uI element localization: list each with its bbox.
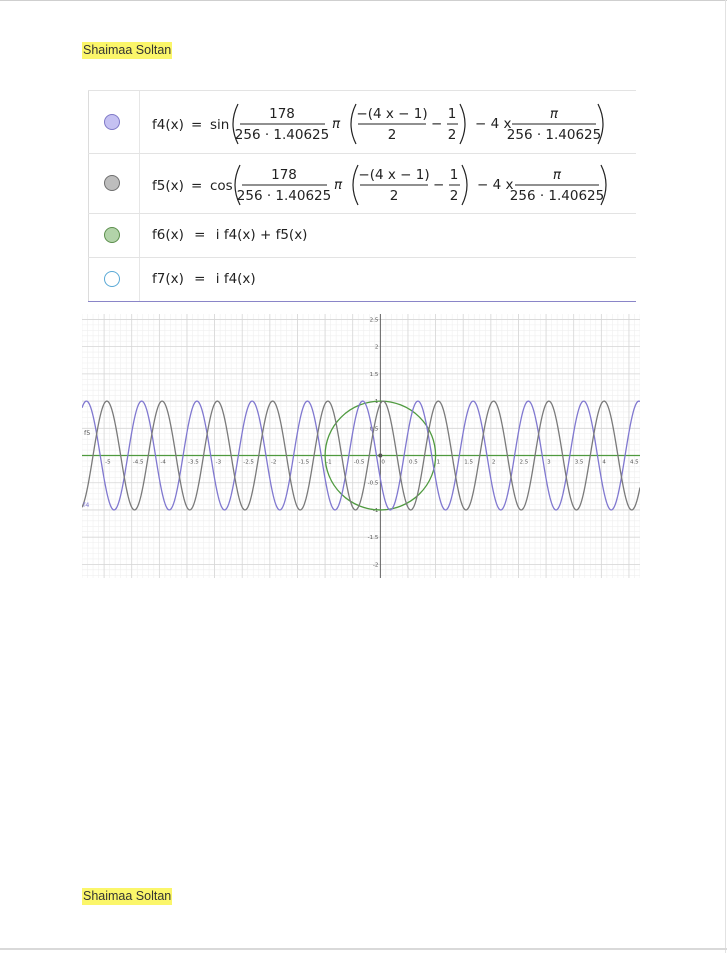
formula-f4-inner-den: 2 (388, 127, 397, 143)
formula-f5: f5(x) = cos 178 256 · 1.40625 π −(4 x − … (152, 164, 607, 206)
formula-f5-function: cos (210, 178, 233, 194)
x-tick-label: 1.5 (464, 460, 473, 466)
x-tick-label: -5 (105, 460, 111, 466)
page-top-edge (0, 0, 727, 1)
curve-label-f4: f4 (83, 501, 89, 509)
y-tick-label: 1.5 (370, 372, 379, 378)
x-tick-label: 4.5 (630, 460, 639, 466)
x-tick-label: -0.5 (354, 460, 365, 466)
y-tick-label: 1 (375, 399, 379, 405)
formula-f4-den1: 256 · 1.40625 (235, 127, 329, 143)
y-tick-label: -0.5 (368, 481, 379, 487)
formula-f4-function: sin (210, 117, 229, 133)
formula-f4: f4(x) = sin 178 256 · 1.40625 π −(4 x − … (152, 103, 604, 145)
formula-f7-equals: = (194, 271, 206, 287)
formula-f5-num2: π (553, 167, 562, 183)
x-tick-label: 0 (381, 460, 385, 466)
author-footer: Shaimaa Soltan (82, 888, 173, 905)
formula-f4-half-num: 1 (448, 106, 457, 122)
curve-f5 (82, 400, 640, 511)
formula-f7-rhs: i f4(x) (215, 271, 256, 287)
algebra-rail (88, 91, 89, 301)
formula-f5-equals: = (191, 178, 202, 194)
visibility-toggle-f4[interactable] (104, 114, 120, 130)
formula-f5-tail: − 4 x (477, 177, 513, 193)
algebra-gutter-divider (139, 91, 140, 301)
page-bottom-edge (0, 948, 727, 950)
formula-f5-num1: 178 (271, 167, 297, 183)
visibility-toggle-f6[interactable] (104, 227, 120, 243)
algebra-row-f4[interactable]: f4(x) = sin 178 256 · 1.40625 π −(4 x − … (88, 91, 636, 154)
origin-point (378, 453, 383, 458)
algebra-row-f5[interactable]: f5(x) = cos 178 256 · 1.40625 π −(4 x − … (88, 153, 636, 214)
formula-f5-half-den: 2 (450, 188, 459, 204)
x-tick-label: -2 (271, 460, 276, 466)
formula-f4-equals: = (191, 117, 202, 133)
author-header: Shaimaa Soltan (82, 42, 173, 59)
y-tick-label: 2 (375, 345, 379, 351)
formula-f4-den2: 256 · 1.40625 (507, 127, 601, 143)
x-tick-label: -2.5 (243, 460, 254, 466)
algebra-row-f6[interactable]: f6(x) = i f4(x) + f5(x) (88, 213, 636, 258)
formula-f4-tail: − 4 x (475, 116, 511, 132)
y-tick-label: -2 (373, 562, 378, 568)
formula-f4-pi: π (332, 116, 341, 132)
graphics-view[interactable]: -5 -4.5 -4 -3.5 -3 -2.5 -2 -1.5 -1 -0.5 0 0.5 1 1.5 2 2… (82, 314, 640, 578)
formula-f4-half-den: 2 (448, 127, 457, 143)
x-tick-label: 2 (492, 460, 496, 466)
formula-f4-num1: 178 (269, 106, 295, 122)
x-tick-label: -1.5 (298, 460, 309, 466)
x-tick-label: -3.5 (188, 460, 199, 466)
curve-label-f5: f5 (84, 429, 90, 437)
curve-f6 (324, 400, 437, 511)
y-tick-label: 2.5 (370, 317, 379, 323)
formula-f4-num2: π (550, 106, 559, 122)
x-tick-label: 3.5 (575, 460, 584, 466)
formula-f5-den2: 256 · 1.40625 (510, 188, 604, 204)
page-right-edge (725, 0, 726, 953)
formula-f6: f6(x) = i f4(x) + f5(x) (152, 227, 307, 243)
formula-f5-inner-den: 2 (390, 188, 399, 204)
x-tick-label: -4 (160, 460, 166, 466)
formula-f4-inner-num: −(4 x − 1) (356, 106, 427, 122)
formula-f6-lhs: f6(x) (152, 227, 184, 243)
formula-f4-lhs: f4(x) (152, 117, 184, 133)
formula-f4-minus: − (431, 116, 442, 132)
x-tick-label: 3 (547, 460, 551, 466)
x-tick-label: -4.5 (133, 460, 144, 466)
visibility-toggle-f7[interactable] (104, 271, 120, 287)
formula-f5-minus: − (433, 177, 444, 193)
x-tick-label: 2.5 (519, 460, 528, 466)
formula-f7-lhs: f7(x) (152, 271, 184, 287)
formula-f5-pi: π (334, 177, 343, 193)
formula-f6-equals: = (194, 227, 206, 243)
visibility-toggle-f5[interactable] (104, 175, 120, 191)
x-tick-label: -1 (326, 460, 331, 466)
x-tick-label: 1 (437, 460, 441, 466)
formula-f6-rhs: i f4(x) + f5(x) (215, 227, 308, 243)
x-tick-label: 0.5 (409, 460, 418, 466)
formula-f5-den1: 256 · 1.40625 (237, 188, 331, 204)
formula-f5-lhs: f5(x) (152, 178, 184, 194)
formula-f7: f7(x) = i f4(x) (152, 271, 256, 287)
algebra-view: f4(x) = sin 178 256 · 1.40625 π −(4 x − … (88, 90, 636, 302)
x-tick-label: 4 (602, 460, 606, 466)
formula-f5-inner-num: −(4 x − 1) (358, 167, 429, 183)
y-tick-label: -1 (373, 508, 378, 514)
y-tick-label: -1.5 (368, 535, 379, 541)
x-tick-label: -3 (216, 460, 222, 466)
algebra-row-f7[interactable]: f7(x) = i f4(x) (88, 258, 636, 301)
curve-f4 (82, 400, 640, 511)
formula-f5-half-num: 1 (450, 167, 459, 183)
